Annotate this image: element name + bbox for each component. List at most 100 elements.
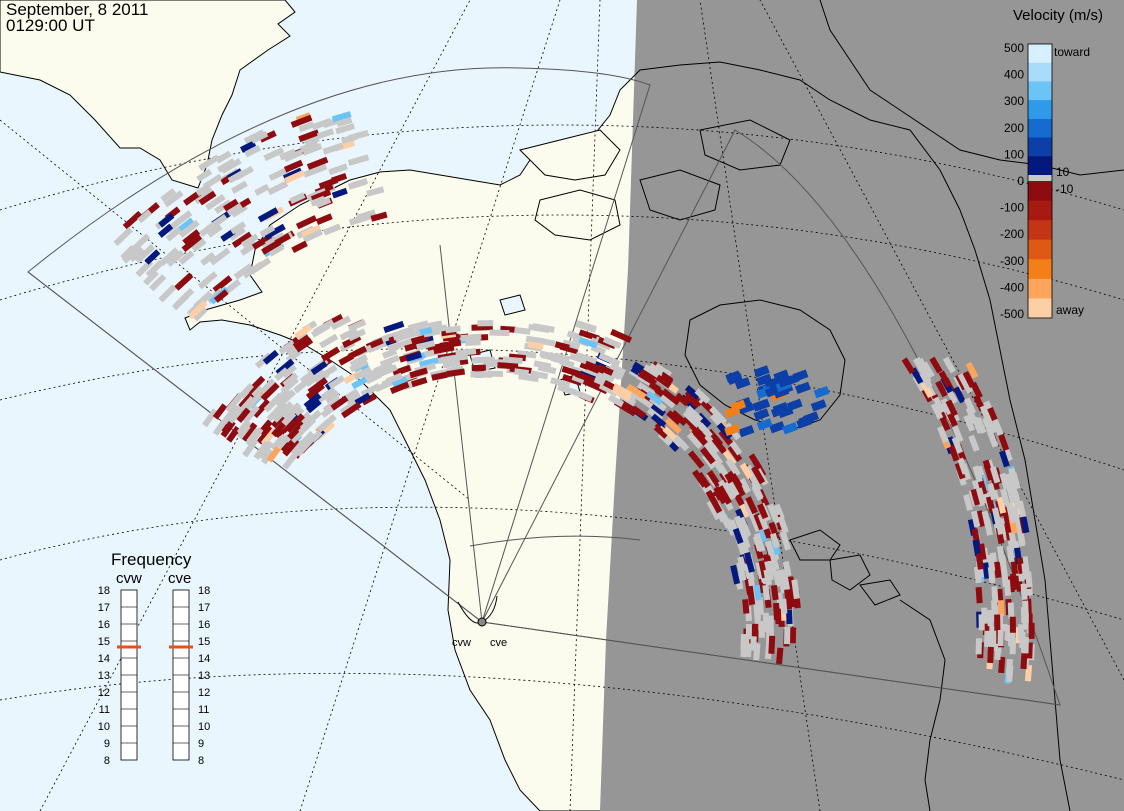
scatter-cell xyxy=(688,450,705,469)
scatter-cell xyxy=(530,370,549,380)
scatter-cell xyxy=(379,354,400,368)
scatter-cell xyxy=(945,399,958,417)
scatter-cell xyxy=(347,319,367,332)
scatter-cell xyxy=(1022,600,1029,617)
scatter-cell xyxy=(972,465,983,483)
scatter-cell xyxy=(250,130,269,144)
scatter-cell xyxy=(650,413,667,428)
scatter-cell xyxy=(303,135,320,147)
scatter-cell xyxy=(994,614,1001,631)
colorbar-tick-label: -100 xyxy=(1000,201,1024,215)
scatter-cell xyxy=(965,361,979,379)
scatter-cell xyxy=(786,609,793,625)
scatter-cell xyxy=(166,249,185,267)
scatter-cell xyxy=(756,503,769,520)
scatter-cell xyxy=(773,602,781,621)
header-time: 0129:00 UT xyxy=(6,16,95,35)
legend-toward: toward xyxy=(1054,45,1090,59)
scatter-cell xyxy=(554,341,570,351)
scatter-cell xyxy=(769,421,786,434)
scatter-cell xyxy=(745,496,758,515)
scatter-cell xyxy=(120,244,136,261)
scatter-cell xyxy=(664,417,683,435)
scatter-cell xyxy=(635,393,654,409)
colorbar-tick-label: -400 xyxy=(1000,280,1024,294)
frequency-scale-label: 16 xyxy=(98,619,110,631)
scatter-cell xyxy=(991,600,998,617)
scatter-cell xyxy=(721,448,737,466)
scatter-cell xyxy=(280,437,295,454)
scatter-cell xyxy=(780,598,788,614)
scatter-cell xyxy=(442,359,461,369)
scatter-cell xyxy=(1017,624,1025,641)
scatter-cell xyxy=(962,370,976,388)
scatter-cell xyxy=(991,507,1002,525)
scatter-cell xyxy=(198,154,220,172)
scatter-cell xyxy=(591,378,612,392)
frequency-scale-label: 12 xyxy=(98,687,110,699)
scatter-cell xyxy=(650,402,666,417)
frequency-bars: 18 17 16 15 14 13 12 11 10 9 8 18 17 16 15 14 13 12 11 10 9 8 xyxy=(98,585,211,767)
scatter-cell xyxy=(609,363,627,376)
station-markers: cvw cve xyxy=(452,595,507,649)
scatter-cell xyxy=(602,336,622,349)
scatter-cell xyxy=(347,345,368,360)
scatter-cell xyxy=(773,503,785,520)
scatter-cell xyxy=(999,555,1008,572)
scatter-cell xyxy=(206,213,228,232)
frequency-scale-label: 15 xyxy=(98,636,110,648)
scatter-cell xyxy=(241,233,259,248)
colorbar-tick-label: 200 xyxy=(1004,121,1024,135)
scatter-cell xyxy=(177,210,193,224)
scatter-cell xyxy=(535,337,556,347)
scatter-cell xyxy=(272,408,287,423)
scatter-cell xyxy=(661,388,681,406)
scatter-cell xyxy=(240,140,257,153)
scatter-cell xyxy=(302,166,320,178)
scatter-cell xyxy=(645,390,663,406)
scatter-cell xyxy=(768,521,780,540)
scatter-cell xyxy=(527,341,544,350)
scatter-cell xyxy=(298,121,315,133)
scatter-cell xyxy=(246,427,264,448)
scatter-cell xyxy=(261,239,282,255)
scatter-cell xyxy=(717,485,732,505)
scatter-cell xyxy=(295,436,315,457)
scatter-cell xyxy=(920,381,934,399)
scatter-cell xyxy=(937,425,949,443)
scatter-cell xyxy=(279,148,297,161)
scatter-cell xyxy=(365,371,383,385)
scatter-cell xyxy=(929,356,943,374)
scatter-cell xyxy=(974,416,987,434)
scatter-cell xyxy=(582,378,601,391)
scatter-cell xyxy=(963,397,977,415)
scatter-cell xyxy=(738,529,751,549)
scatter-cell xyxy=(778,375,794,388)
scatter-cell xyxy=(181,233,203,253)
scatter-cell xyxy=(762,584,771,601)
frequency-scale-label: 13 xyxy=(98,670,110,682)
scatter-cell xyxy=(281,418,296,434)
colorbar-tick-label: 0 xyxy=(1017,174,1024,188)
scatter-cell xyxy=(315,213,333,225)
scatter-cell xyxy=(957,372,971,390)
scatter-cell xyxy=(810,399,827,412)
scatter-cell xyxy=(215,150,232,164)
scatter-cell xyxy=(972,539,982,557)
scatter-cell xyxy=(196,168,213,182)
colorbar-ground-scatter xyxy=(1028,175,1052,181)
scatter-cell xyxy=(233,263,254,280)
scatter-cell xyxy=(778,569,787,586)
scatter-cell xyxy=(764,540,775,556)
scatter-cell xyxy=(262,349,279,365)
velocity-ticks: 500 400 300 200 100 0 -100 -200 -300 -400 -500 xyxy=(1000,41,1024,321)
scatter-cell xyxy=(725,458,739,475)
scatter-cell xyxy=(732,527,744,545)
scatter-cell xyxy=(769,550,780,571)
scatter-cell xyxy=(662,426,677,441)
scatter-cell xyxy=(730,399,747,412)
scatter-cell xyxy=(954,462,966,480)
scatter-cell xyxy=(968,434,980,452)
